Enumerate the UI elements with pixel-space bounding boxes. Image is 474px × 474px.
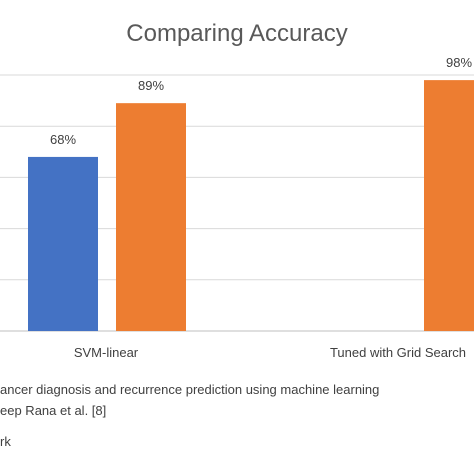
data-label: 89%	[138, 78, 164, 93]
category-label: SVM-linear	[74, 345, 139, 360]
bar-svm-linear-1	[116, 103, 186, 331]
data-label: 98%	[446, 55, 472, 70]
data-labels: 68% 89% 98%	[50, 55, 472, 147]
bar-svm-linear-0	[28, 156, 98, 331]
data-label: 68%	[50, 132, 76, 147]
bars	[28, 80, 474, 332]
legend: ancer diagnosis and recurrence predictio…	[0, 382, 379, 449]
bar-tuned-with-grid-search-1	[424, 80, 474, 332]
legend-entry: eep Rana et al. [8]	[0, 403, 106, 418]
category-axis: SVM-linear Tuned with Grid Search	[74, 345, 466, 360]
category-label: Tuned with Grid Search	[330, 345, 466, 360]
legend-entry: rk	[0, 434, 11, 449]
legend-entry: ancer diagnosis and recurrence predictio…	[0, 382, 379, 397]
chart-title: Comparing Accuracy	[126, 20, 347, 47]
